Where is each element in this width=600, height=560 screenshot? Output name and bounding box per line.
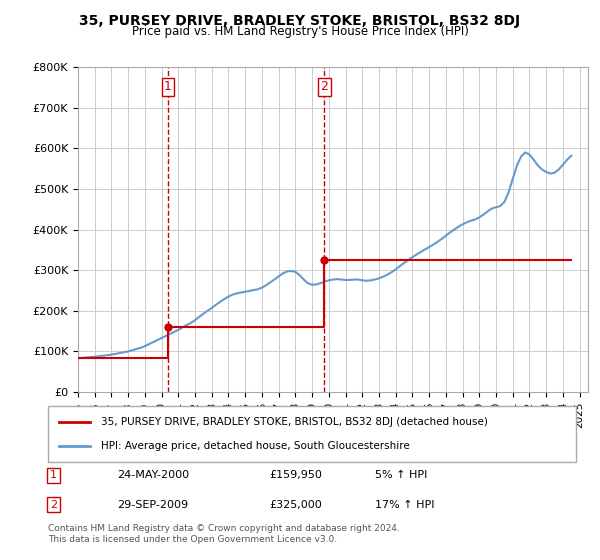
Text: £325,000: £325,000 bbox=[270, 500, 323, 510]
Text: Contains HM Land Registry data © Crown copyright and database right 2024.: Contains HM Land Registry data © Crown c… bbox=[48, 524, 400, 533]
Text: 2: 2 bbox=[320, 80, 328, 93]
FancyBboxPatch shape bbox=[48, 406, 576, 462]
Text: 2: 2 bbox=[50, 500, 57, 510]
Text: 1: 1 bbox=[50, 470, 57, 480]
Text: Price paid vs. HM Land Registry's House Price Index (HPI): Price paid vs. HM Land Registry's House … bbox=[131, 25, 469, 38]
Text: 35, PURSEY DRIVE, BRADLEY STOKE, BRISTOL, BS32 8DJ: 35, PURSEY DRIVE, BRADLEY STOKE, BRISTOL… bbox=[79, 14, 521, 28]
Text: 24-MAY-2000: 24-MAY-2000 bbox=[116, 470, 189, 480]
Text: HPI: Average price, detached house, South Gloucestershire: HPI: Average price, detached house, Sout… bbox=[101, 441, 410, 451]
Text: £159,950: £159,950 bbox=[270, 470, 323, 480]
Text: 1: 1 bbox=[164, 80, 172, 93]
Text: 29-SEP-2009: 29-SEP-2009 bbox=[116, 500, 188, 510]
Text: 35, PURSEY DRIVE, BRADLEY STOKE, BRISTOL, BS32 8DJ (detached house): 35, PURSEY DRIVE, BRADLEY STOKE, BRISTOL… bbox=[101, 417, 488, 427]
Text: 5% ↑ HPI: 5% ↑ HPI bbox=[376, 470, 428, 480]
Text: This data is licensed under the Open Government Licence v3.0.: This data is licensed under the Open Gov… bbox=[48, 535, 337, 544]
Text: 17% ↑ HPI: 17% ↑ HPI bbox=[376, 500, 435, 510]
